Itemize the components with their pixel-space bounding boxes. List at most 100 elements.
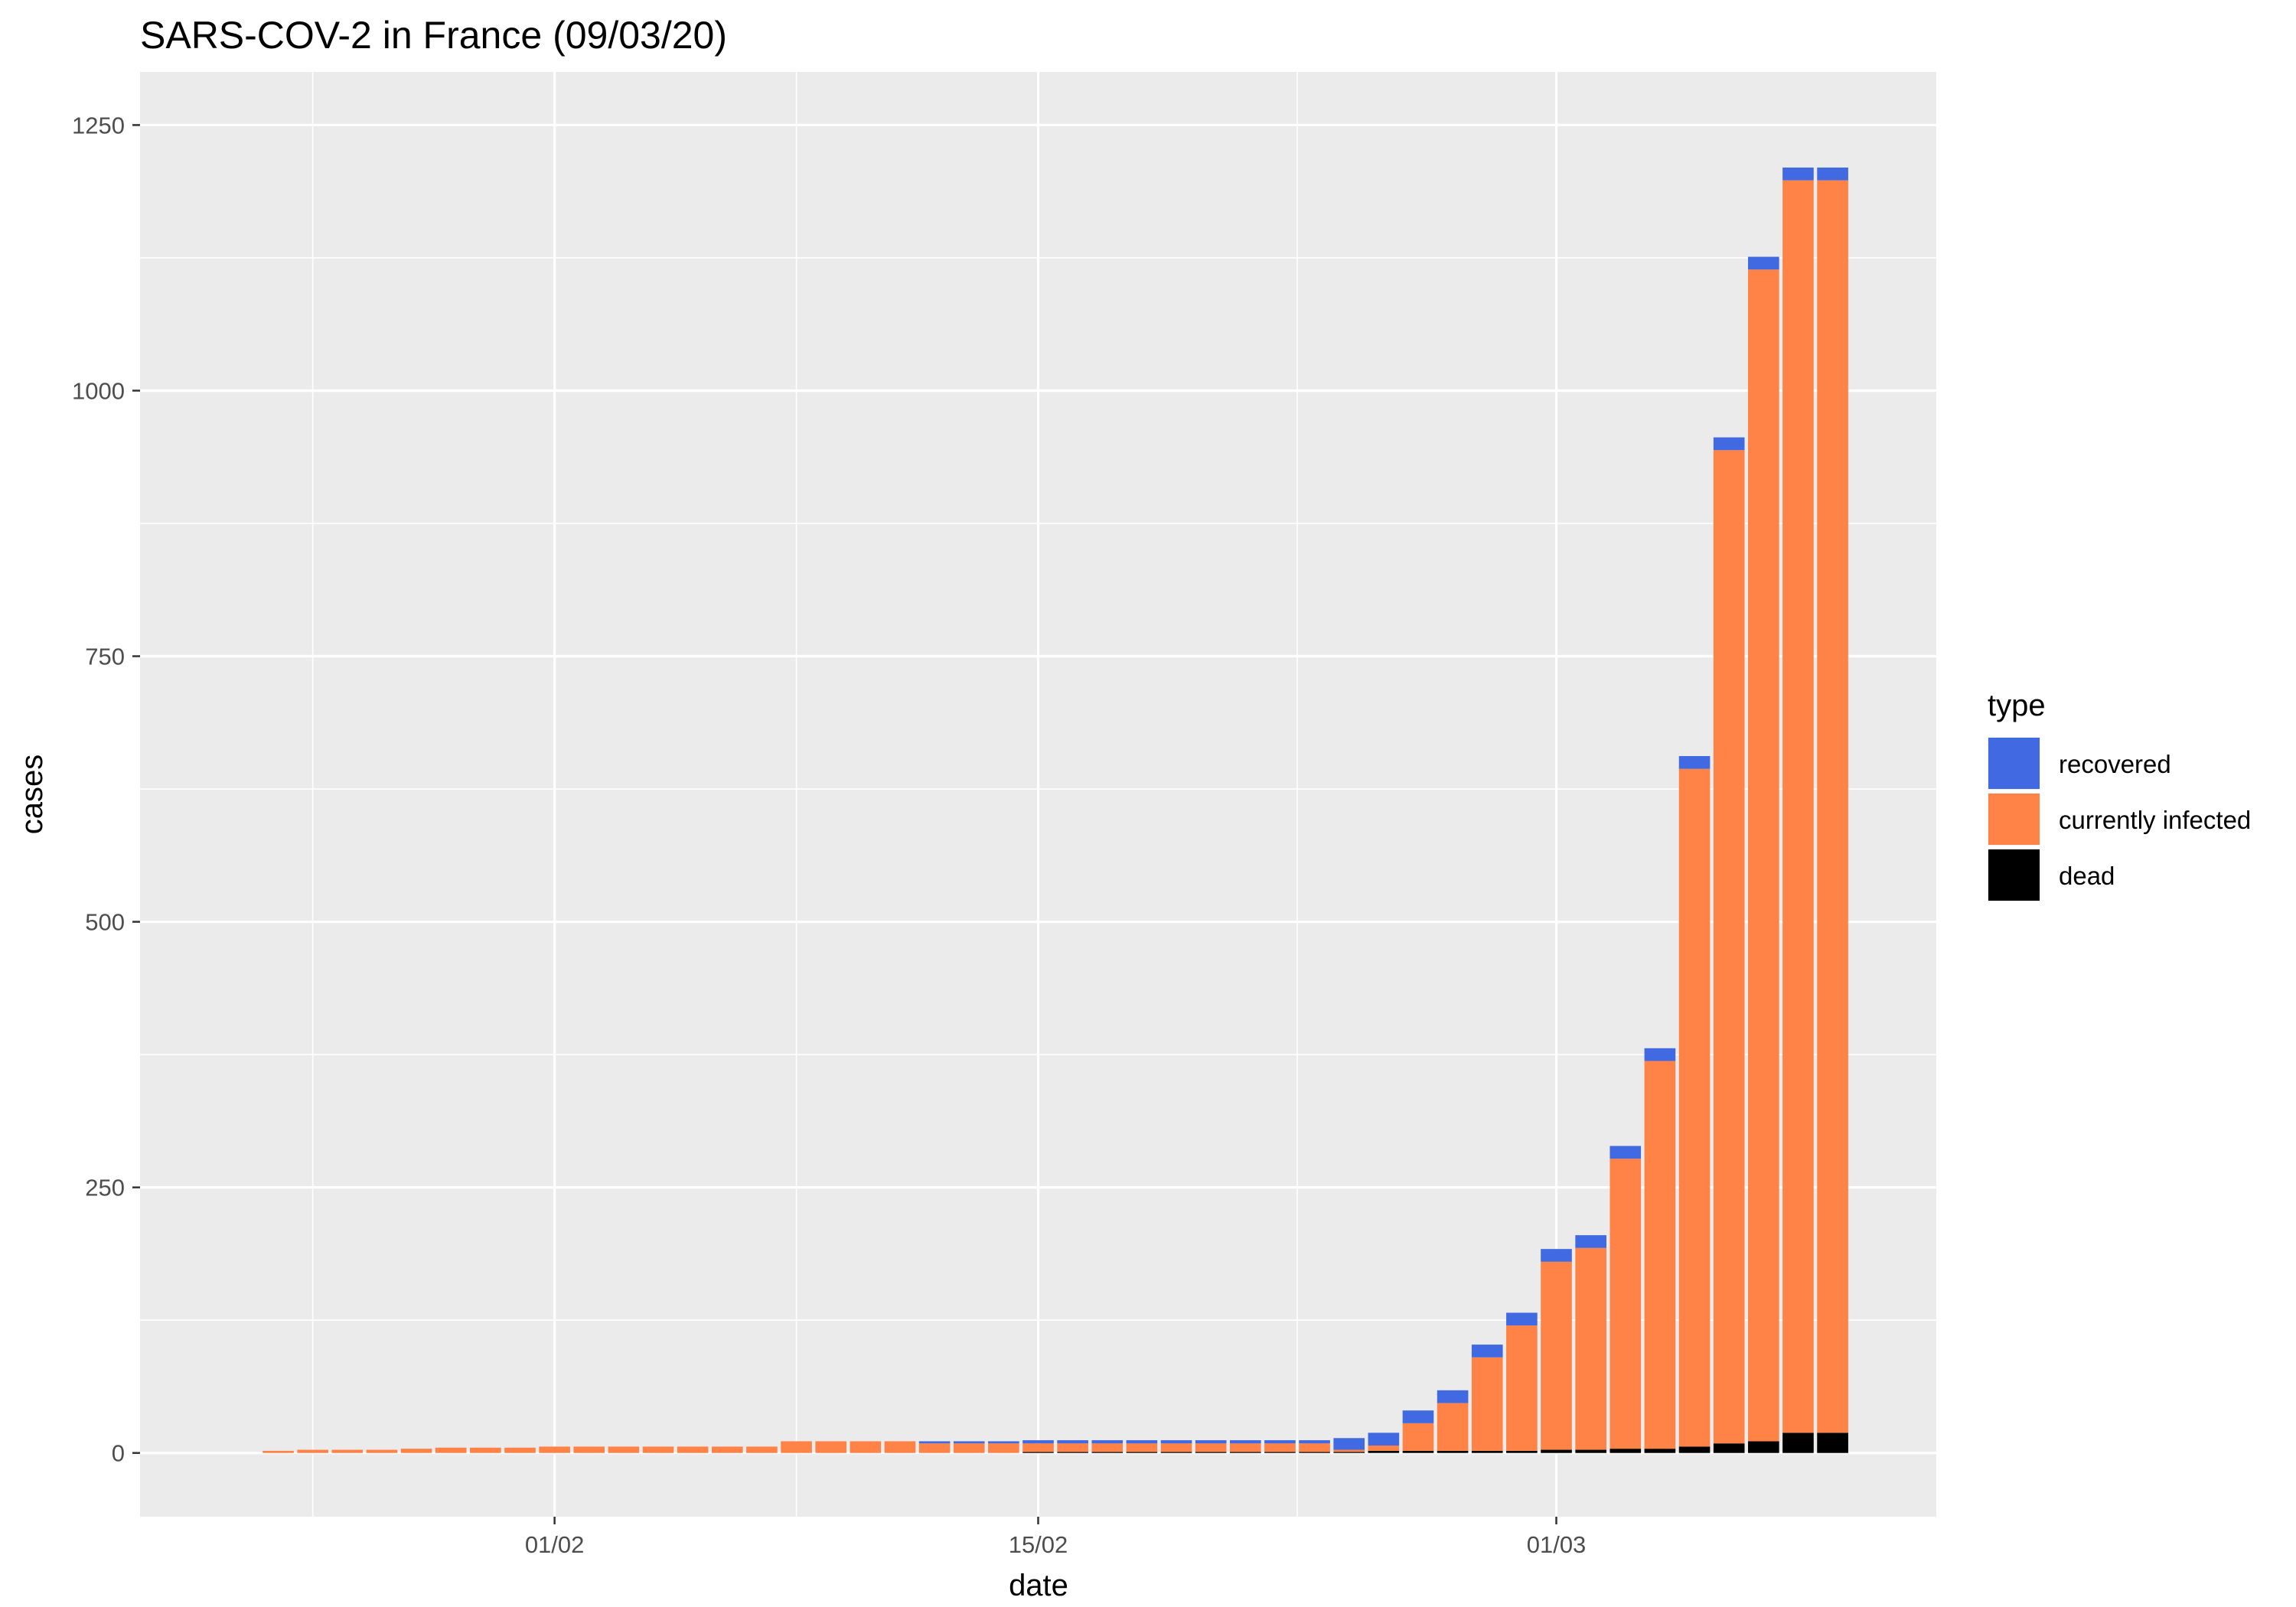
y-axis: 0 250 500 750 1000 1250 xyxy=(72,112,140,1467)
chart-title: SARS-COV-2 in France (09/03/20) xyxy=(140,14,727,57)
bar-recovered-25-02 xyxy=(1368,1433,1400,1446)
bar-recovered-29-02 xyxy=(1506,1312,1538,1326)
bar-recovered-14-02 xyxy=(988,1441,1019,1444)
bar-currently-infected-13-02 xyxy=(953,1443,985,1453)
bar-currently-infected-18-02 xyxy=(1126,1443,1158,1452)
bar-currently-infected-30-01 xyxy=(470,1447,501,1453)
y-tick-label: 1000 xyxy=(72,377,125,404)
bar-currently-infected-05-03 xyxy=(1678,768,1711,1447)
bar-currently-infected-27-02 xyxy=(1437,1403,1469,1451)
bar-recovered-02-03 xyxy=(1575,1235,1606,1248)
bar-dead-25-02 xyxy=(1368,1450,1400,1453)
x-tick-label: 15/02 xyxy=(1009,1531,1068,1558)
legend-label: dead xyxy=(2059,862,2115,890)
bar-recovered-19-02 xyxy=(1160,1440,1192,1444)
bar-currently-infected-09-02 xyxy=(815,1441,847,1453)
bar-currently-infected-01-02 xyxy=(539,1446,570,1453)
bar-currently-infected-31-01 xyxy=(504,1447,536,1453)
bar-currently-infected-08-03 xyxy=(1782,180,1814,1433)
bar-recovered-12-02 xyxy=(918,1441,951,1444)
bar-currently-infected-19-02 xyxy=(1160,1443,1192,1452)
bar-recovered-26-02 xyxy=(1402,1410,1434,1423)
bar-currently-infected-28-02 xyxy=(1471,1357,1503,1451)
bar-recovered-20-02 xyxy=(1195,1440,1227,1444)
legend: type recovered currently infected dead xyxy=(1988,689,2251,901)
bar-dead-08-03 xyxy=(1782,1433,1814,1453)
y-tick-label: 500 xyxy=(85,909,125,936)
bar-currently-infected-28-01 xyxy=(400,1449,432,1453)
bar-currently-infected-03-02 xyxy=(608,1446,640,1453)
bar-currently-infected-24-01 xyxy=(263,1450,294,1453)
bar-dead-02-03 xyxy=(1575,1449,1606,1453)
bar-recovered-16-02 xyxy=(1057,1440,1088,1444)
bar-dead-26-02 xyxy=(1402,1450,1434,1453)
bar-currently-infected-02-03 xyxy=(1575,1247,1606,1450)
legend-label: currently infected xyxy=(2059,806,2251,834)
bar-currently-infected-16-02 xyxy=(1057,1443,1088,1452)
bar-recovered-27-02 xyxy=(1437,1390,1469,1403)
bar-recovered-28-02 xyxy=(1471,1345,1503,1358)
bar-recovered-03-03 xyxy=(1609,1146,1642,1159)
bar-currently-infected-07-03 xyxy=(1748,269,1779,1442)
bar-dead-04-03 xyxy=(1644,1449,1676,1453)
bar-currently-infected-27-01 xyxy=(366,1449,398,1453)
bar-currently-infected-25-01 xyxy=(297,1449,328,1453)
y-tick-label: 250 xyxy=(85,1175,125,1201)
bar-recovered-13-02 xyxy=(953,1441,985,1444)
bar-dead-27-02 xyxy=(1437,1450,1469,1453)
bar-currently-infected-15-02 xyxy=(1022,1443,1054,1452)
y-tick-label: 750 xyxy=(85,644,125,670)
bar-dead-09-03 xyxy=(1817,1433,1848,1453)
bar-recovered-09-03 xyxy=(1817,167,1848,181)
bar-dead-29-02 xyxy=(1506,1450,1538,1453)
bar-currently-infected-09-03 xyxy=(1817,180,1848,1433)
bar-recovered-01-03 xyxy=(1541,1249,1572,1262)
bar-recovered-22-02 xyxy=(1264,1440,1296,1444)
bar-currently-infected-07-02 xyxy=(746,1446,778,1453)
legend-swatch-dead xyxy=(1988,849,2040,901)
bar-dead-07-03 xyxy=(1748,1441,1779,1453)
bar-currently-infected-05-02 xyxy=(677,1446,709,1453)
y-axis-title: cases xyxy=(15,755,49,835)
bar-currently-infected-22-02 xyxy=(1264,1443,1296,1452)
bar-currently-infected-03-03 xyxy=(1609,1159,1642,1449)
legend-title: type xyxy=(1988,689,2046,722)
bar-dead-05-03 xyxy=(1678,1446,1711,1453)
x-axis-title: date xyxy=(1009,1569,1068,1602)
bar-dead-01-03 xyxy=(1541,1449,1572,1453)
bar-currently-infected-26-01 xyxy=(331,1449,364,1453)
bar-currently-infected-17-02 xyxy=(1091,1443,1124,1452)
bar-currently-infected-08-02 xyxy=(781,1441,812,1453)
bar-recovered-15-02 xyxy=(1022,1440,1054,1444)
bar-recovered-23-02 xyxy=(1299,1440,1330,1444)
bar-currently-infected-02-02 xyxy=(573,1446,605,1453)
legend-label: recovered xyxy=(2059,750,2171,778)
y-tick-label: 0 xyxy=(112,1440,125,1467)
bar-currently-infected-20-02 xyxy=(1195,1443,1227,1452)
bar-recovered-05-03 xyxy=(1678,756,1711,769)
bar-currently-infected-04-03 xyxy=(1644,1061,1676,1449)
x-tick-label: 01/02 xyxy=(525,1531,585,1558)
bar-recovered-18-02 xyxy=(1126,1440,1158,1444)
bar-currently-infected-01-03 xyxy=(1541,1261,1572,1450)
bar-currently-infected-11-02 xyxy=(884,1441,916,1453)
bar-dead-28-02 xyxy=(1471,1450,1503,1453)
bar-dead-06-03 xyxy=(1713,1443,1745,1453)
bar-currently-infected-29-01 xyxy=(435,1447,467,1453)
bar-currently-infected-10-02 xyxy=(850,1441,882,1453)
y-tick-label: 1250 xyxy=(72,112,125,139)
bar-currently-infected-04-02 xyxy=(642,1446,674,1453)
bar-recovered-08-03 xyxy=(1782,167,1814,181)
bar-recovered-21-02 xyxy=(1229,1440,1261,1444)
bar-recovered-17-02 xyxy=(1091,1440,1124,1444)
bar-currently-infected-21-02 xyxy=(1229,1443,1261,1452)
bar-recovered-24-02 xyxy=(1333,1438,1365,1450)
legend-swatch-recovered xyxy=(1988,738,2040,789)
bars xyxy=(263,167,1848,1453)
bar-currently-infected-06-02 xyxy=(711,1446,743,1453)
bar-currently-infected-12-02 xyxy=(918,1443,951,1453)
bar-recovered-06-03 xyxy=(1713,437,1745,451)
bar-currently-infected-23-02 xyxy=(1299,1443,1330,1452)
bar-recovered-07-03 xyxy=(1748,256,1779,270)
